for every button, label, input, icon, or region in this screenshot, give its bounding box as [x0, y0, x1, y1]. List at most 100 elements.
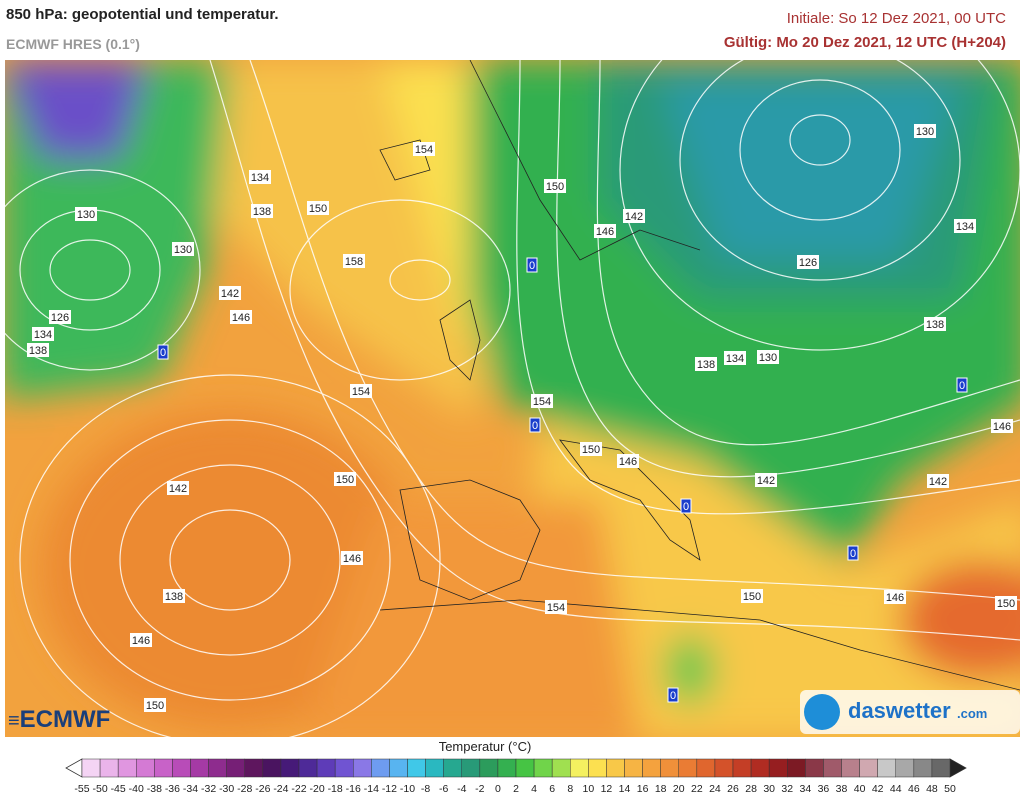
colorbar-tick-label: 32: [781, 783, 793, 795]
colorbar-tick-label: -34: [183, 783, 198, 795]
contour-label: 146: [596, 226, 614, 238]
contour-label: 158: [345, 256, 363, 268]
colorbar-box: [606, 758, 625, 778]
contour-label: 146: [886, 592, 904, 604]
colorbar-tick-label: 10: [582, 783, 594, 795]
contour-label: 0: [850, 548, 856, 560]
contour-label: 154: [352, 386, 370, 398]
contour-label-box: [413, 142, 435, 156]
contour-label: 150: [997, 598, 1015, 610]
colorbar-tick-label: 16: [637, 783, 649, 795]
colorbar-box: [280, 758, 300, 778]
contour-label: 130: [916, 126, 934, 138]
colorbar-tick-label: -6: [439, 783, 448, 795]
contour-label: 142: [757, 475, 775, 487]
contour-label-box: [49, 310, 71, 324]
colorbar-tick-label: -36: [165, 783, 180, 795]
logo-suffix: .com: [957, 706, 988, 721]
contour-label-box: [995, 596, 1017, 610]
contour-label-box: [130, 633, 152, 647]
contour-label: 134: [726, 353, 744, 365]
contour-lines: [5, 60, 1020, 737]
zero-isotherm-box: [956, 377, 968, 393]
contour-label-box: [545, 600, 567, 614]
contour-label: 154: [547, 602, 565, 614]
colorbar-box: [461, 758, 481, 778]
contour-label-box: [927, 474, 949, 488]
colorbar-tick-label: 42: [872, 783, 884, 795]
colorbar-tick-label: 24: [709, 783, 721, 795]
colorbar-box: [81, 758, 101, 778]
contour-label: 146: [993, 421, 1011, 433]
colorbar-tick-label: 48: [926, 783, 938, 795]
colorbar-tick-label: 4: [531, 783, 537, 795]
colorbar-box: [353, 758, 372, 778]
zero-isotherm-box: [847, 545, 859, 561]
colorbar-box: [877, 758, 897, 778]
zero-isotherm-box: [680, 498, 692, 514]
colorbar-tick-label: -50: [92, 783, 107, 795]
zero-isotherm-box: [529, 417, 541, 433]
contour-label: 146: [232, 312, 250, 324]
colorbar-box: [515, 758, 535, 778]
colorbar-tick-label: -24: [273, 783, 288, 795]
zero-isotherm-box: [667, 687, 679, 703]
contour-label: 146: [132, 635, 150, 647]
valid-time: Gültig: Mo 20 Dez 2021, 12 UTC (H+204): [723, 34, 1006, 51]
colorbar-box: [913, 758, 933, 778]
colorbar-box: [117, 758, 137, 778]
contour-label: 130: [77, 209, 95, 221]
zero-isotherm-box: [157, 344, 169, 360]
colorbar-tick-label: -38: [147, 783, 162, 795]
colorbar-box: [895, 758, 915, 778]
contour-label: 130: [759, 352, 777, 364]
contour-label: 0: [160, 347, 166, 359]
colorbar-tick-label: 20: [673, 783, 685, 795]
colorbar-tick-label: 34: [799, 783, 811, 795]
contour-label-box: [617, 454, 639, 468]
colorbar-box: [371, 758, 390, 778]
colorbar-box: [805, 758, 824, 778]
colorbar-tick-label: 36: [818, 783, 830, 795]
colorbar-tick-label: 46: [908, 783, 920, 795]
colorbar-box: [714, 758, 734, 778]
colorbar-tick-label: 44: [890, 783, 902, 795]
contour-label-box: [230, 310, 252, 324]
colorbar-box: [624, 758, 643, 778]
contour-label: 126: [799, 257, 817, 269]
colorbar-tick-label: -2: [475, 783, 484, 795]
contour-label: 150: [546, 181, 564, 193]
contour-label: 138: [926, 319, 944, 331]
colorbar-tick-label: -10: [400, 783, 415, 795]
colorbar-box: [190, 758, 209, 778]
model-name: ECMWF HRES (0.1°): [6, 36, 140, 52]
colorbar-box: [859, 758, 878, 778]
contour-label-box: [914, 124, 936, 138]
colorbar-tick-label: 14: [619, 783, 631, 795]
contour-label-box: [163, 589, 185, 603]
colorbar-box: [696, 758, 716, 778]
colorbar-tick-label: 40: [854, 783, 866, 795]
temperature-field: [5, 60, 1020, 737]
contour-label-box: [219, 286, 241, 300]
colorbar-box: [479, 758, 499, 778]
colorbar-tick-label: 38: [836, 783, 848, 795]
contour-label-box: [724, 351, 746, 365]
colorbar-box: [642, 758, 661, 778]
zero-isotherm-box: [526, 257, 538, 273]
contour-label-box: [251, 204, 273, 218]
colorbar-tick-label: 2: [513, 783, 519, 795]
logo-icon: [804, 694, 840, 730]
contour-label-box: [307, 201, 329, 215]
ecmwf-logo-text: ECMWF: [19, 706, 111, 733]
colorbar-box: [298, 758, 318, 778]
contour-label: 0: [959, 380, 965, 392]
colorbar-tick-label: -16: [346, 783, 361, 795]
contour-label-box: [172, 242, 194, 256]
contour-label: 0: [532, 420, 538, 432]
colorbar-tick-label: -32: [201, 783, 216, 795]
colorbar-tick-label: 30: [763, 783, 775, 795]
colorbar-box: [208, 758, 227, 778]
